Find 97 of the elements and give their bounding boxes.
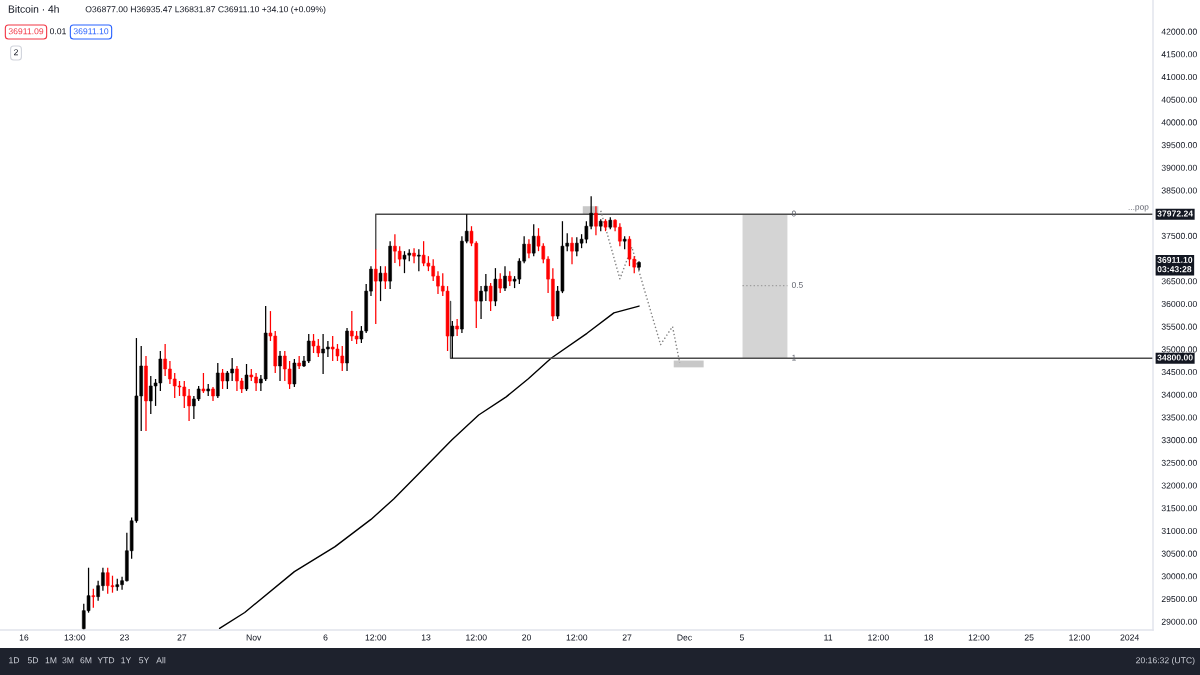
candlestick	[216, 362, 220, 399]
y-tick-label: 41000.00	[1161, 73, 1197, 81]
x-tick-label: Nov	[246, 634, 262, 641]
annotation: 0.01	[49, 28, 66, 35]
y-tick-label: 42000.00	[1161, 28, 1197, 35]
candlestick	[450, 320, 455, 359]
y-tick-label: 40000.00	[1161, 119, 1197, 126]
text: 1M	[45, 657, 57, 664]
candlestick	[402, 250, 407, 274]
y-tick-label: 29000.00	[1161, 618, 1197, 625]
y-tick-label: 34500.00	[1161, 369, 1197, 376]
text: 1Y	[121, 657, 132, 664]
x-tick-label: 12:00	[1069, 634, 1090, 641]
candlestick	[627, 235, 632, 267]
text: 3M	[62, 657, 74, 664]
annotation: ...pop	[1128, 205, 1149, 212]
candlestick	[201, 372, 206, 394]
candlestick	[455, 318, 459, 337]
text: 20:16:32 (UTC)	[1136, 656, 1195, 666]
candlestick	[311, 333, 316, 354]
y-tick-label: 29500.00	[1161, 595, 1197, 603]
text: 5Y	[139, 657, 150, 664]
y-tick-label: 34000.00	[1161, 391, 1197, 398]
y-tick-label: 40500.00	[1161, 96, 1197, 103]
x-tick-label: 5	[739, 634, 744, 641]
candlestick	[594, 205, 598, 236]
y-tick-label: 41500.00	[1161, 51, 1197, 58]
annotation: 1	[792, 354, 796, 361]
candlestick	[292, 358, 297, 388]
candlestick	[498, 272, 502, 294]
y-tick-label: 30000.00	[1161, 573, 1197, 580]
text: O36877.00 H36935.47 L36831.87 C36911.10 +34.10 (+0.09%)	[85, 5, 326, 15]
candlestick	[570, 236, 574, 265]
x-tick-label: 27	[622, 634, 632, 641]
x-tick-label: 25	[1024, 634, 1034, 641]
y-tick-label: 37500.00	[1161, 232, 1197, 239]
x-tick-label: 6	[323, 634, 328, 641]
x-tick-label: 13	[421, 634, 431, 641]
y-tick-label: 39500.00	[1161, 142, 1197, 149]
text: 36911.10 03:43:28	[1157, 256, 1193, 273]
annotation: 36911.09	[8, 28, 44, 35]
candlestick	[220, 368, 225, 390]
chart-title: Bitcoin · 4h	[8, 5, 59, 13]
candlestick	[278, 350, 282, 382]
y-tick-label: 32500.00	[1161, 459, 1197, 466]
x-tick-label: 12:00	[365, 634, 387, 641]
y-tick-label: 35000.00	[1161, 346, 1197, 353]
y-tick-label: 36000.00	[1161, 300, 1197, 308]
data-label: 34800.00	[1157, 354, 1193, 361]
y-tick-label: 38500.00	[1161, 187, 1197, 194]
x-tick-label: 18	[924, 634, 934, 641]
y-tick-label: 31000.00	[1161, 527, 1197, 534]
y-tick-label: 35500.00	[1161, 323, 1197, 330]
candlestick	[397, 245, 402, 267]
y-tick-label: 33000.00	[1161, 437, 1197, 444]
text: 1D	[9, 657, 20, 664]
x-tick-label: 23	[120, 634, 129, 641]
text: YTD	[97, 657, 115, 664]
candlestick	[244, 363, 249, 392]
candlestick	[91, 588, 96, 609]
annotation: 0.5	[791, 281, 803, 288]
x-tick-label: 11	[824, 634, 833, 641]
line-series	[218, 305, 640, 630]
x-tick-label: 13:00	[64, 634, 86, 641]
y-tick-label: 31500.00	[1161, 505, 1197, 512]
candlestick	[493, 267, 498, 307]
x-tick-label: 12:00	[466, 634, 487, 641]
candlestick	[527, 238, 531, 259]
annotation: 2	[14, 49, 18, 56]
candlestick	[383, 265, 388, 290]
data-label: 37972.24	[1157, 210, 1194, 217]
candlestick	[306, 333, 311, 364]
y-tick-label: 32000.00	[1161, 482, 1197, 489]
annotation: 36911.10	[73, 28, 109, 35]
candlestick	[378, 265, 383, 302]
x-tick-label: 12:00	[868, 634, 889, 641]
y-tick-label: 30500.00	[1161, 550, 1197, 557]
text: 5D	[27, 657, 39, 664]
candlestick	[373, 248, 378, 325]
y-tick-label: 39000.00	[1161, 164, 1197, 171]
candlestick	[412, 247, 416, 264]
x-tick-label: 27	[177, 634, 187, 641]
text: 6M	[80, 657, 92, 664]
x-tick-label: Dec	[677, 634, 692, 641]
candlestick	[417, 248, 421, 272]
y-tick-label: 33500.00	[1161, 414, 1197, 421]
candlestick	[503, 265, 507, 292]
text: All	[156, 656, 166, 664]
y-tick-label: 36500.00	[1161, 278, 1197, 285]
x-tick-label: 20	[522, 634, 531, 641]
x-tick-label: 16	[19, 634, 29, 641]
annotation: 0	[791, 210, 796, 217]
x-tick-label: 12:00	[566, 634, 588, 641]
candlestick	[531, 223, 536, 257]
x-tick-label: 12:00	[968, 634, 990, 641]
x-tick-label: 2024	[1120, 634, 1139, 641]
candlestick	[488, 282, 493, 312]
